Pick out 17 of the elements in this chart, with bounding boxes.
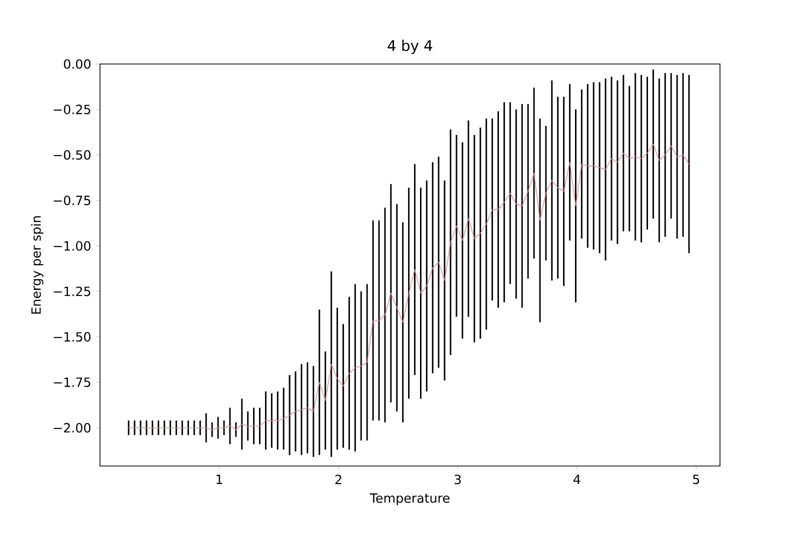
x-tick-label: 1	[216, 474, 222, 484]
x-tick-label: 5	[693, 474, 700, 484]
y-tick-label: −0.75	[54, 195, 90, 206]
y-tick-label: −2.00	[54, 422, 90, 432]
x-axis-title: Temperature	[370, 493, 450, 506]
x-tick-label: 2	[335, 474, 342, 484]
y-tick-label: −1.75	[54, 377, 90, 387]
y-tick-label: −0.25	[54, 104, 90, 114]
y-tick-label: −1.25	[54, 286, 90, 296]
y-tick-label: −1.00	[54, 240, 90, 251]
chart-title: 4 by 4	[388, 40, 432, 54]
y-tick-label: −0.50	[54, 150, 90, 160]
y-tick-label: −1.50	[54, 332, 90, 342]
x-tick-label: 4	[574, 474, 580, 484]
y-axis-title: Energy per spin	[31, 216, 44, 314]
x-tick-label: 3	[454, 474, 461, 484]
y-tick-label: 0.00	[64, 59, 90, 69]
